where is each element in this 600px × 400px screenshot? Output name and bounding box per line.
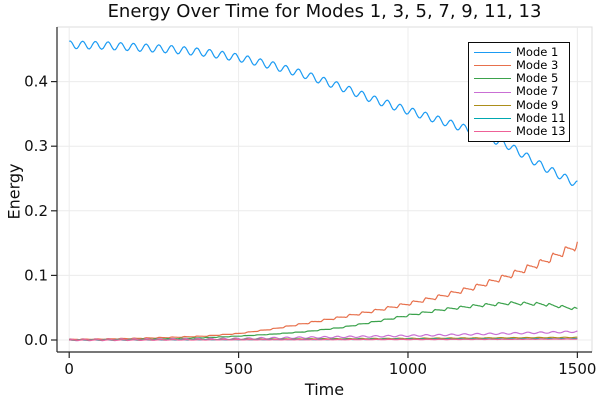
x-axis-label: Time <box>304 380 345 399</box>
legend-line-sample <box>474 52 511 54</box>
x-tick-label: 500 <box>224 360 253 378</box>
legend-item-mode-11: Mode 11 <box>474 112 569 125</box>
legend-line-sample <box>474 65 511 67</box>
y-tick-label: 0.2 <box>24 202 48 220</box>
series-line-mode-3 <box>69 241 578 341</box>
legend-line-sample <box>474 131 511 133</box>
legend-item-mode-5: Mode 5 <box>474 72 569 85</box>
y-tick-label: 0.0 <box>24 331 48 349</box>
y-tick-label: 0.1 <box>24 266 48 284</box>
legend-item-mode-1: Mode 1 <box>474 46 569 59</box>
y-tick-label: 0.3 <box>24 137 48 155</box>
legend-label: Mode 3 <box>516 58 559 73</box>
legend-line-sample <box>474 78 511 80</box>
legend-label: Mode 1 <box>516 44 559 59</box>
legend-item-mode-7: Mode 7 <box>474 86 569 99</box>
series-line-mode-13 <box>69 338 578 341</box>
legend-item-mode-9: Mode 9 <box>474 99 569 112</box>
chart-title: Energy Over Time for Modes 1, 3, 5, 7, 9… <box>107 1 542 22</box>
x-tick-label: 1000 <box>389 360 427 378</box>
series-line-mode-5 <box>69 301 578 341</box>
legend-line-sample <box>474 118 511 120</box>
y-axis-label: Energy <box>4 163 24 220</box>
legend-label: Mode 11 <box>516 110 566 125</box>
legend-label: Mode 13 <box>516 123 566 138</box>
x-tick-label: 1500 <box>558 360 596 378</box>
legend-line-sample <box>474 91 511 93</box>
legend-line-sample <box>474 104 511 106</box>
legend-label: Mode 9 <box>516 97 559 112</box>
legend-label: Mode 7 <box>516 84 559 99</box>
legend: Mode 1 Mode 3 Mode 5 Mode 7 Mode 9 Mode 11 Mod… <box>468 42 570 143</box>
y-tick-label: 0.4 <box>24 73 48 91</box>
plot-frame <box>57 26 593 352</box>
x-tick-label: 0 <box>64 360 74 378</box>
legend-label: Mode 5 <box>516 71 559 86</box>
legend-item-mode-13: Mode 13 <box>474 125 569 138</box>
legend-item-mode-3: Mode 3 <box>474 59 569 72</box>
